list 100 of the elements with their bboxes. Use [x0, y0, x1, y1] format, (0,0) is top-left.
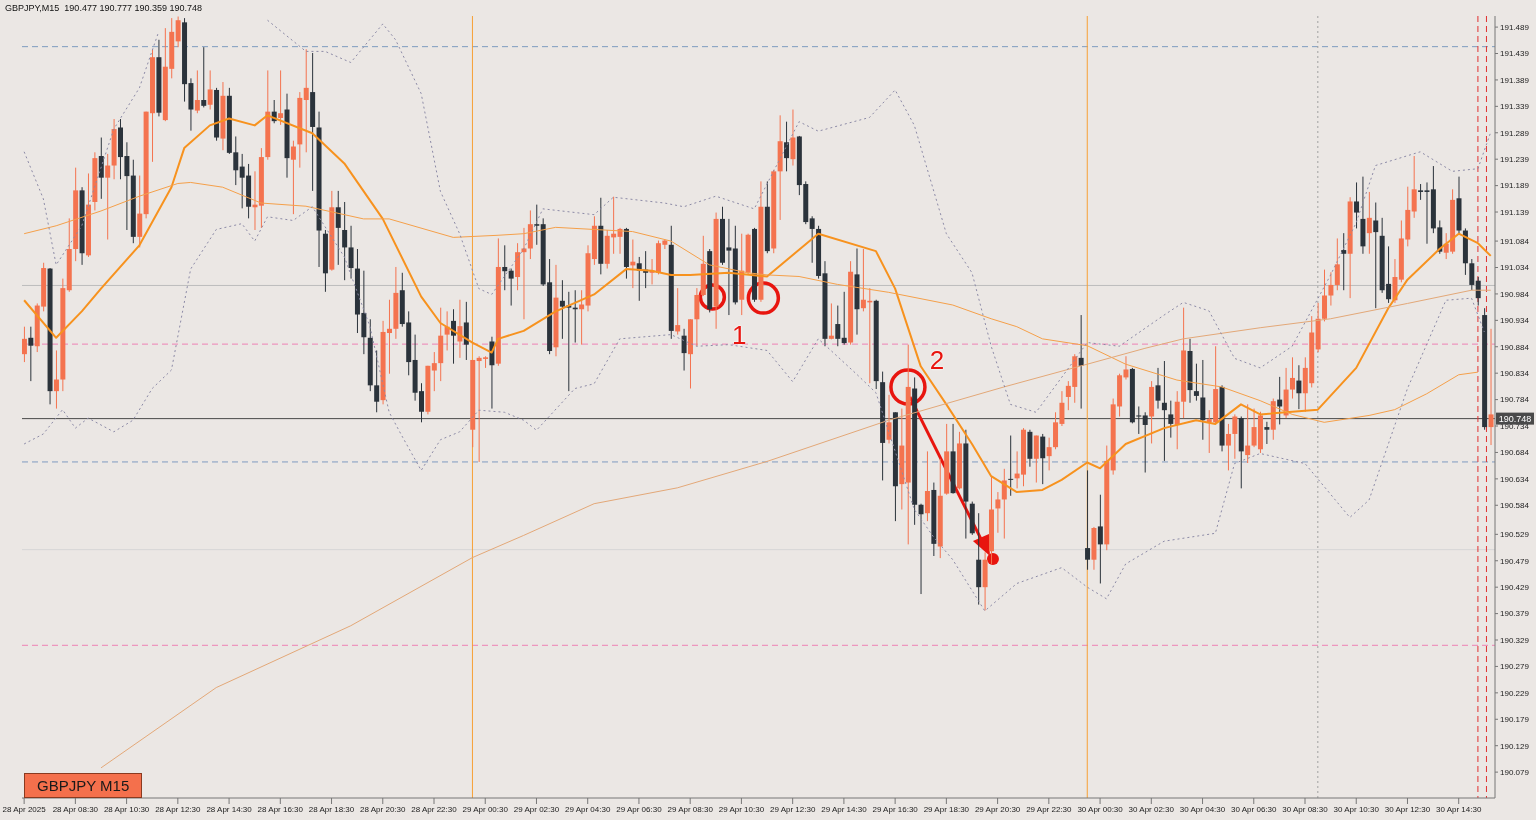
- candlestick: [1155, 367, 1161, 410]
- y-tick-label: 190.634: [1500, 474, 1530, 484]
- candlestick: [835, 305, 841, 347]
- y-tick-label: 190.379: [1500, 609, 1530, 619]
- line-series: [23, 181, 1479, 423]
- x-tick-label: 30 Apr 02:30: [1128, 804, 1175, 814]
- x-tick-label: 28 Apr 2025: [2, 804, 47, 814]
- y-tick-label: 190.179: [1500, 715, 1530, 725]
- candlestick: [290, 140, 296, 215]
- y-tick-label: 191.389: [1500, 75, 1530, 85]
- x-tick-label: 28 Apr 14:30: [206, 804, 253, 814]
- candlestick: [918, 503, 924, 595]
- candlestick: [1328, 271, 1334, 307]
- y-tick-label: 190.329: [1500, 635, 1530, 645]
- x-tick-label: 29 Apr 08:30: [667, 804, 714, 814]
- candlestick: [1142, 411, 1148, 474]
- x-tick-label: 29 Apr 22:30: [1026, 804, 1073, 814]
- x-tick-label: 28 Apr 10:30: [103, 804, 150, 814]
- candlestick: [342, 201, 348, 281]
- line-series: [23, 114, 1492, 494]
- x-tick-label: 29 Apr 10:30: [718, 804, 765, 814]
- candlestick: [22, 326, 27, 363]
- candlestick: [521, 227, 527, 320]
- y-tick-label: 191.084: [1500, 236, 1530, 246]
- candlestick: [1174, 390, 1180, 450]
- candlestick: [335, 190, 341, 266]
- annotation: 1: [732, 320, 747, 351]
- y-tick-label: 190.784: [1500, 395, 1530, 405]
- candlestick: [1008, 435, 1014, 497]
- candlestick: [1168, 400, 1174, 439]
- candlestick: [194, 69, 200, 114]
- candlestick: [28, 326, 34, 382]
- candlestick: [681, 328, 687, 372]
- candlestick: [348, 225, 354, 280]
- x-tick-label: 29 Apr 12:30: [769, 804, 816, 814]
- x-tick-label: 30 Apr 10:30: [1333, 804, 1380, 814]
- x-tick-label: 30 Apr 14:30: [1436, 804, 1482, 814]
- y-tick-label: 191.489: [1500, 22, 1530, 32]
- candlestick: [1366, 191, 1372, 255]
- candlestick: [1078, 314, 1084, 410]
- y-tick-label: 191.289: [1500, 128, 1530, 138]
- candlestick: [1341, 232, 1347, 291]
- candlestick: [886, 394, 892, 444]
- annotation: 2: [929, 344, 945, 375]
- candlestick: [924, 450, 930, 522]
- candlestick: [1225, 423, 1231, 471]
- y-tick-label: 191.139: [1500, 207, 1530, 217]
- y-tick-label: 190.834: [1500, 369, 1530, 379]
- candlestick: [1085, 469, 1091, 571]
- x-tick-label: 29 Apr 02:30: [513, 804, 560, 814]
- candlestick: [175, 16, 181, 48]
- y-tick-label: 191.239: [1500, 155, 1530, 165]
- candlestick: [1245, 403, 1251, 464]
- y-tick-label: 190.229: [1500, 688, 1530, 698]
- x-tick-label: 30 Apr 12:30: [1384, 804, 1431, 814]
- candlestick: [1046, 437, 1052, 471]
- line-series: [100, 289, 1492, 769]
- candlestick: [809, 215, 815, 264]
- y-tick-label: 191.339: [1500, 102, 1530, 112]
- x-tick-label: 28 Apr 12:30: [155, 804, 202, 814]
- x-tick-label: 28 Apr 20:30: [360, 804, 407, 814]
- x-tick-label: 30 Apr 00:30: [1077, 804, 1124, 814]
- candlestick: [374, 349, 380, 413]
- x-tick-label: 29 Apr 00:30: [462, 804, 509, 814]
- candlestick: [1200, 359, 1206, 441]
- candlestick: [278, 69, 284, 126]
- candlestick: [1354, 181, 1360, 229]
- y-tick-label: 190.479: [1500, 556, 1530, 566]
- y-tick-label: 190.584: [1500, 501, 1530, 511]
- y-tick-label: 191.189: [1500, 181, 1530, 191]
- x-tick-label: 28 Apr 16:30: [257, 804, 304, 814]
- x-tick-label: 29 Apr 20:30: [974, 804, 1021, 814]
- y-tick-label: 190.684: [1500, 448, 1530, 458]
- ref-line-label: 190.748: [1498, 414, 1532, 425]
- candlestick: [1469, 258, 1475, 291]
- candlestick: [1373, 202, 1379, 309]
- candlestick: [502, 244, 508, 291]
- candlestick: [559, 279, 565, 340]
- x-tick-label: 30 Apr 08:30: [1282, 804, 1329, 814]
- candlestick: [1161, 360, 1167, 462]
- candlestick: [1289, 356, 1295, 400]
- candlestick: [303, 48, 309, 153]
- candlestick: [1411, 155, 1417, 219]
- candlestick: [1475, 276, 1481, 307]
- y-tick-label: 190.129: [1500, 741, 1530, 751]
- x-tick-label: 29 Apr 16:30: [872, 804, 919, 814]
- x-tick-label: 28 Apr 08:30: [52, 804, 99, 814]
- candlestick: [207, 69, 213, 111]
- candlestick: [1097, 494, 1103, 584]
- candlestick: [1296, 364, 1302, 410]
- x-tick-label: 29 Apr 04:30: [565, 804, 611, 814]
- candlestick: [1334, 237, 1340, 291]
- candlestick: [841, 291, 847, 346]
- y-tick-label: 190.984: [1500, 289, 1530, 299]
- candlestick: [1392, 258, 1398, 304]
- candlestick: [508, 268, 514, 307]
- candlestick: [1040, 433, 1046, 485]
- x-tick-label: 29 Apr 06:30: [616, 804, 663, 814]
- y-tick-label: 190.884: [1500, 342, 1530, 352]
- candlestick: [1232, 413, 1238, 460]
